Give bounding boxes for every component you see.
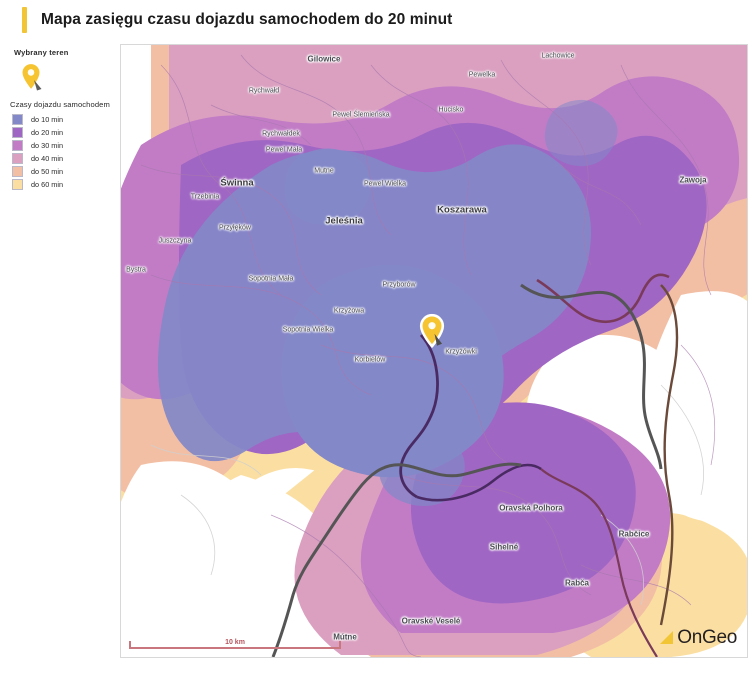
legend-swatch-60 <box>12 179 23 190</box>
legend-swatch-50 <box>12 166 23 177</box>
scale-bar: 10 km <box>129 637 341 649</box>
legend-item-label: do 30 min <box>31 141 64 150</box>
map-pin-icon[interactable] <box>419 313 445 349</box>
legend-item-label: do 50 min <box>31 167 64 176</box>
legend-item[interactable]: do 10 min <box>12 114 120 125</box>
triangle-icon <box>660 631 674 644</box>
legend-item[interactable]: do 30 min <box>12 140 120 151</box>
header-bar: Mapa zasięgu czasu dojazdu samochodem do… <box>0 0 750 40</box>
scale-bar-line <box>129 647 341 649</box>
legend-item[interactable]: do 20 min <box>12 127 120 138</box>
legend-swatch-10 <box>12 114 23 125</box>
map-pin-icon <box>14 60 48 94</box>
map-canvas[interactable]: Gilowice Lachowice Rychwałd Pewelka Pewe… <box>120 44 748 658</box>
legend-item[interactable]: do 60 min <box>12 179 120 190</box>
ongeo-logo-text: OnGeo <box>677 627 737 648</box>
legend-ranges-title: Czasy dojazdu samochodem <box>10 100 110 109</box>
legend-item-label: do 60 min <box>31 180 64 189</box>
legend-swatch-20 <box>12 127 23 138</box>
ongeo-logo: OnGeo <box>657 627 737 649</box>
scale-bar-label: 10 km <box>225 639 245 646</box>
page-title: Mapa zasięgu czasu dojazdu samochodem do… <box>41 11 453 28</box>
legend-item-label: do 10 min <box>31 115 64 124</box>
selected-area-label: Wybrany teren <box>14 48 69 57</box>
legend-panel: Wybrany teren Czasy dojazdu samochodem d… <box>0 40 120 682</box>
legend-item[interactable]: do 40 min <box>12 153 120 164</box>
isochrone-layer <box>121 45 747 657</box>
legend-item-label: do 40 min <box>31 154 64 163</box>
scale-bar-tick-start <box>129 641 131 649</box>
title-accent-bar <box>22 7 27 33</box>
scale-bar-tick-end <box>339 641 341 649</box>
legend-swatch-30 <box>12 140 23 151</box>
legend-item[interactable]: do 50 min <box>12 166 120 177</box>
legend-swatch-40 <box>12 153 23 164</box>
legend-item-label: do 20 min <box>31 128 64 137</box>
